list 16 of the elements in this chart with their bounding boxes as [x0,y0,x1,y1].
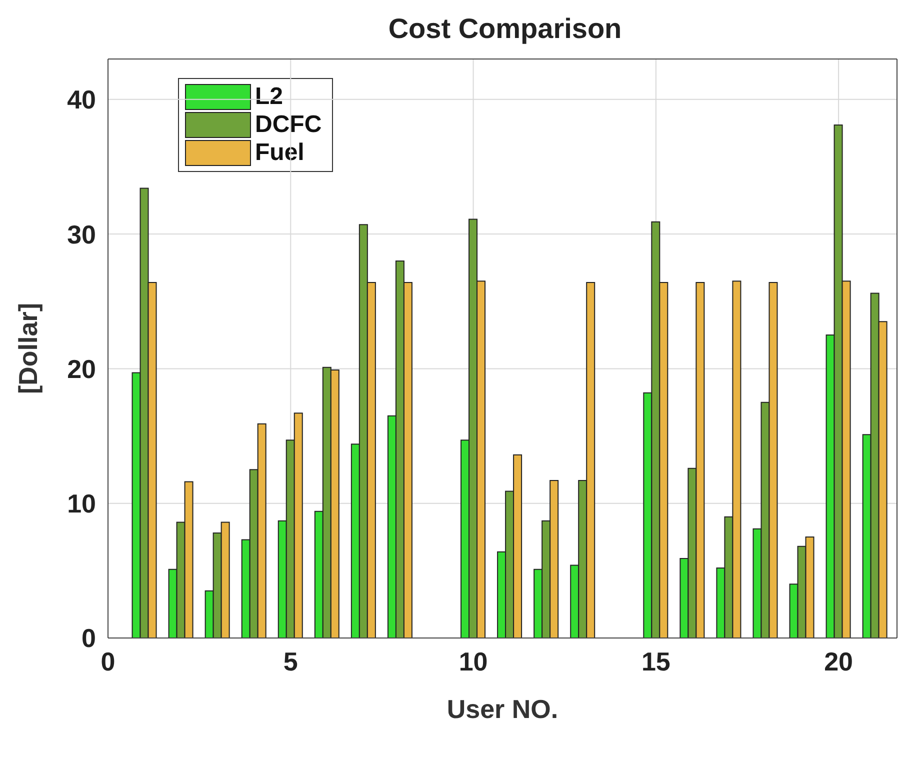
chart-title: Cost Comparison [388,13,622,44]
x-tick-label: 15 [641,646,670,676]
y-axis-title: [Dollar] [13,303,44,394]
legend-label: L2 [255,83,284,111]
y-tick-label: 40 [67,84,96,115]
x-tick-label: 5 [283,646,298,676]
x-axis-title: User NO. [446,694,558,724]
y-tick-label: 20 [67,354,96,384]
x-tick-label: 0 [100,646,116,676]
legend-label: Fuel [255,139,304,167]
x-tick-label: 10 [458,646,488,676]
legend-label: DCFC [255,111,322,139]
y-tick-label: 30 [67,219,96,250]
x-tick-label: 20 [824,646,854,676]
y-tick-label: 10 [67,488,96,519]
y-tick-label: 0 [82,623,96,654]
